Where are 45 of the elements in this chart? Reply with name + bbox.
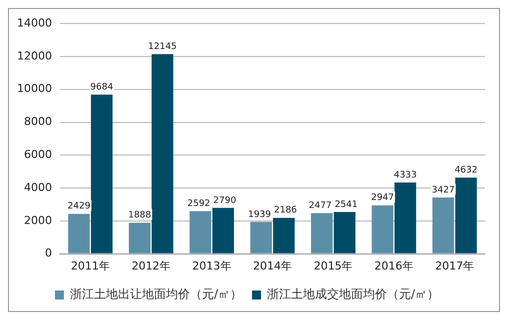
x-tick-label: 2012年 — [132, 259, 171, 272]
x-tick-label: 2016年 — [374, 259, 414, 272]
data-label: 3427 — [432, 185, 455, 196]
y-tick-label: 10000 — [16, 82, 52, 96]
y-tick-label: 0 — [44, 246, 52, 260]
bar — [432, 197, 454, 254]
bar — [334, 212, 356, 254]
bar — [455, 178, 477, 254]
x-tick-label: 2017年 — [435, 259, 474, 272]
bar — [68, 214, 90, 254]
data-label: 2947 — [371, 193, 394, 204]
y-tick-label: 12000 — [16, 49, 52, 62]
data-label: 4632 — [454, 165, 478, 176]
data-label: 2477 — [308, 200, 332, 211]
data-label: 4333 — [394, 170, 417, 180]
x-tick-label: 2011年 — [70, 259, 110, 272]
x-tick-label: 2013年 — [192, 259, 232, 272]
bar — [273, 218, 295, 254]
data-label: 2429 — [68, 202, 91, 212]
bar — [311, 213, 333, 254]
data-label: 12145 — [148, 42, 177, 52]
x-tick-label: 2015年 — [314, 259, 353, 272]
bar — [190, 211, 212, 254]
data-label: 2790 — [213, 196, 236, 206]
legend-label: 浙江土地成交地面均价（元/㎡） — [267, 287, 440, 302]
data-label: 2541 — [334, 200, 358, 210]
legend-label: 浙江土地出让地面均价（元/㎡） — [70, 287, 242, 302]
bar — [90, 94, 113, 254]
bar — [394, 182, 416, 254]
bar — [372, 205, 394, 254]
y-tick-label: 2000 — [24, 214, 52, 227]
y-tick-label: 4000 — [24, 180, 52, 194]
data-label: 2186 — [274, 206, 298, 216]
x-tick-label: 2014年 — [252, 259, 292, 272]
y-tick-label: 6000 — [24, 148, 52, 161]
bar — [250, 222, 272, 254]
data-label: 1939 — [248, 210, 272, 220]
y-tick-label: 14000 — [16, 16, 52, 30]
bar — [128, 222, 150, 254]
data-label: 9684 — [90, 82, 114, 92]
y-tick-label: 8000 — [24, 115, 52, 128]
data-label: 2592 — [187, 199, 210, 210]
bar — [212, 208, 234, 254]
bar — [152, 54, 174, 254]
data-label: 1888 — [128, 210, 152, 221]
